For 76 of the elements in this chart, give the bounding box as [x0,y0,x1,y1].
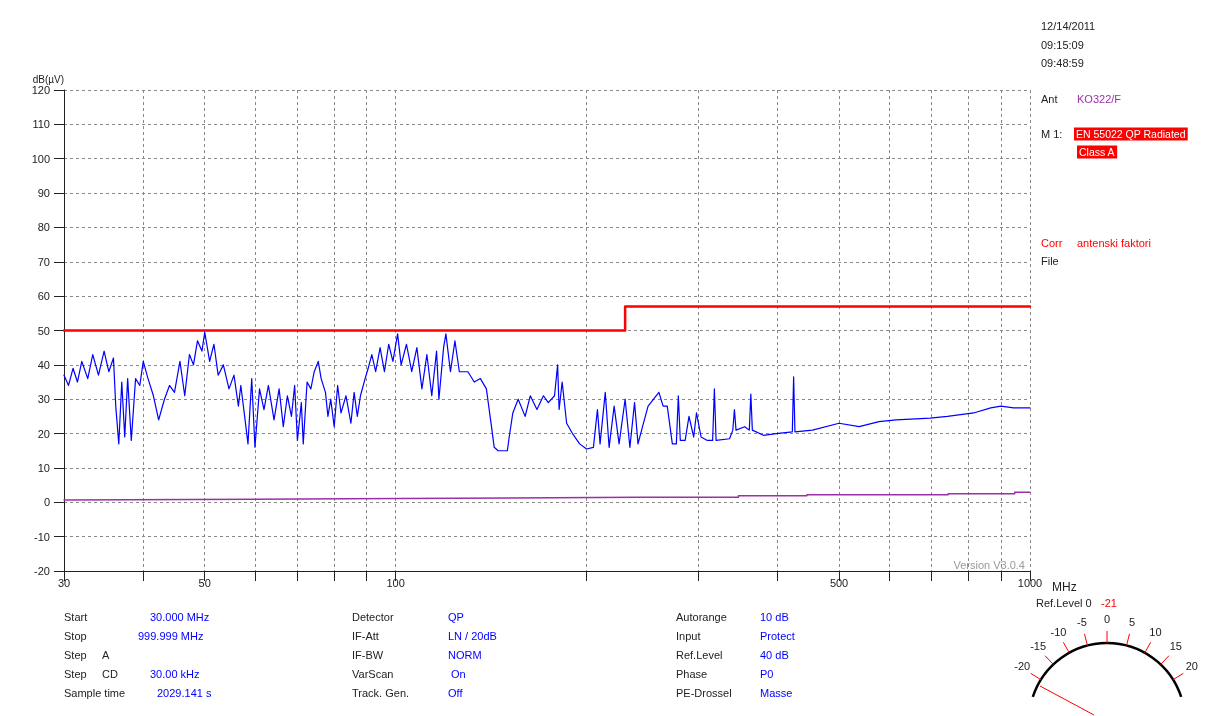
text: -15 [1030,640,1047,653]
text: NORM [448,649,482,661]
text: Class A [1079,146,1115,158]
text: VarScan [352,668,394,680]
text: KO322/F [1077,93,1122,105]
text: 20 [1185,660,1198,673]
text: On [451,668,466,680]
text: QP [448,611,464,623]
text: 10 dB [760,611,789,623]
y-tick-label: 100 [31,152,50,165]
text: Protect [760,630,795,642]
text: -21 [1101,597,1117,609]
y-tick-label: -10 [34,530,50,543]
text: Start [64,611,88,623]
x-tick-label: 500 [829,576,849,589]
y-tick-label: 0 [43,496,50,509]
y-tick-label: 80 [37,221,50,234]
text: IF-BW [352,649,384,661]
text: Off [448,687,464,699]
text: Phase [676,668,708,680]
text: 09:15:09 [1041,39,1084,51]
text: 15 [1169,640,1182,653]
text: Step [64,668,87,680]
text: Ant [1041,93,1058,105]
text: LN / 20dB [448,630,497,642]
text: Track. Gen. [352,687,410,699]
y-tick-label: 120 [31,84,50,96]
text: Step [64,649,87,661]
text: 10 [1149,625,1162,638]
text: M 1: [1041,128,1063,140]
y-tick-label: 60 [37,290,50,303]
text: -5 [1077,616,1087,629]
text: Corr [1041,237,1063,249]
text: Detector [352,611,394,623]
text: antenski faktori [1077,237,1151,249]
y-tick-label: -20 [34,565,50,577]
text: PE-Drossel [676,687,732,699]
text: 999.999 MHz [138,630,204,642]
text: CD [102,668,118,680]
y-tick-label: 70 [37,255,50,268]
y-tick-label: 20 [37,427,50,440]
text: Stop [64,630,87,642]
text: 40 dB [760,649,789,661]
y-tick-label: 50 [37,324,50,337]
x-tick-label: 30 [57,576,71,589]
y-tick-label: 40 [37,358,50,371]
text: -20 [1014,660,1031,673]
text: Ref.Level 0 [1036,597,1092,609]
text: 5 [1128,616,1136,629]
text: Ref.Level [676,649,723,661]
text: Autorange [676,611,727,623]
annotation: Version V3.0.4 [953,559,1025,571]
y-tick-label: 10 [37,461,50,474]
text: -10 [1050,625,1067,638]
text: 12/14/2011 [1041,20,1096,32]
x-tick-label: 1000 [1017,576,1043,589]
x-tick-label: 50 [198,576,211,589]
y-tick-label: 90 [37,187,50,200]
text: Sample time [64,687,126,699]
text: 2029.141 s [157,687,212,699]
text: 30.000 MHz [150,611,210,623]
text: Input [676,630,701,642]
text: Masse [760,687,793,699]
text: IF-Att [352,630,379,642]
y-axis-title: dB(µV) [32,73,64,85]
text: P0 [760,668,774,680]
text: A [102,649,110,661]
text: 0 [1103,613,1111,625]
y-tick-label: 30 [37,393,50,406]
x-tick-label: 100 [386,576,405,589]
text: File [1041,255,1059,267]
y-tick-label: 110 [32,118,50,131]
text: 30.00 kHz [150,668,200,680]
text: 09:48:59 [1041,57,1084,69]
x-axis-title: MHz [1052,580,1077,594]
text: EN 55022 QP Radiated [1076,128,1186,140]
